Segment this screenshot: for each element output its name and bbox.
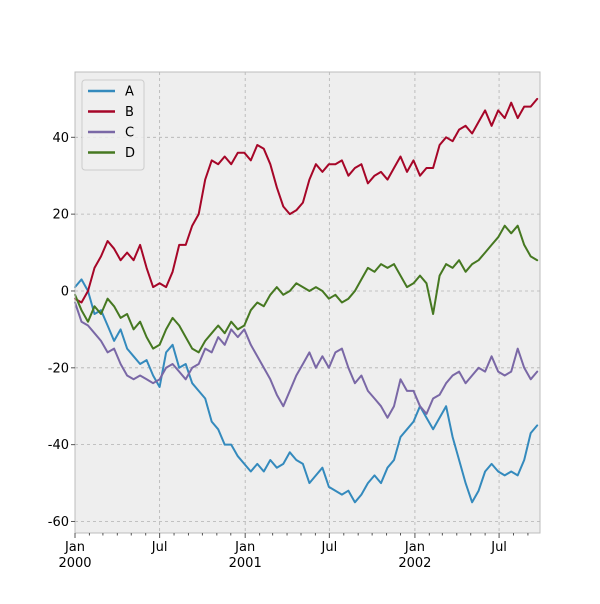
x-tick-year-label: 2002 bbox=[398, 556, 431, 571]
series-lines bbox=[74, 97, 539, 504]
series-line-c bbox=[74, 301, 539, 419]
x-tick-year-label: 2001 bbox=[229, 556, 262, 571]
x-tick-year-label: 2000 bbox=[58, 556, 91, 571]
plot-background bbox=[75, 72, 540, 533]
legend-label-c: C bbox=[125, 126, 134, 141]
x-tick-label: Jan bbox=[234, 540, 255, 555]
legend-box bbox=[81, 79, 145, 171]
y-tick-label: 20 bbox=[52, 208, 69, 223]
x-tick-label: Jan bbox=[404, 540, 425, 555]
x-tick-label: Jul bbox=[151, 540, 168, 555]
series-line-b bbox=[74, 97, 539, 304]
y-tick-label: 0 bbox=[61, 284, 69, 299]
x-tick-label: Jul bbox=[321, 540, 338, 555]
y-tick-label: 40 bbox=[52, 131, 69, 146]
y-tick-label: -20 bbox=[48, 361, 69, 376]
y-tick-label: -40 bbox=[48, 438, 69, 453]
x-tick-label: Jul bbox=[490, 540, 507, 555]
plot-frame bbox=[74, 71, 541, 534]
x-tick-label: Jan bbox=[64, 540, 85, 555]
series-line-a bbox=[74, 278, 539, 504]
series-line-d bbox=[74, 224, 539, 354]
legend-label-d: D bbox=[125, 146, 135, 161]
y-tick-label: -60 bbox=[48, 515, 69, 530]
legend-label-a: A bbox=[125, 85, 134, 100]
legend-label-b: B bbox=[125, 105, 134, 120]
